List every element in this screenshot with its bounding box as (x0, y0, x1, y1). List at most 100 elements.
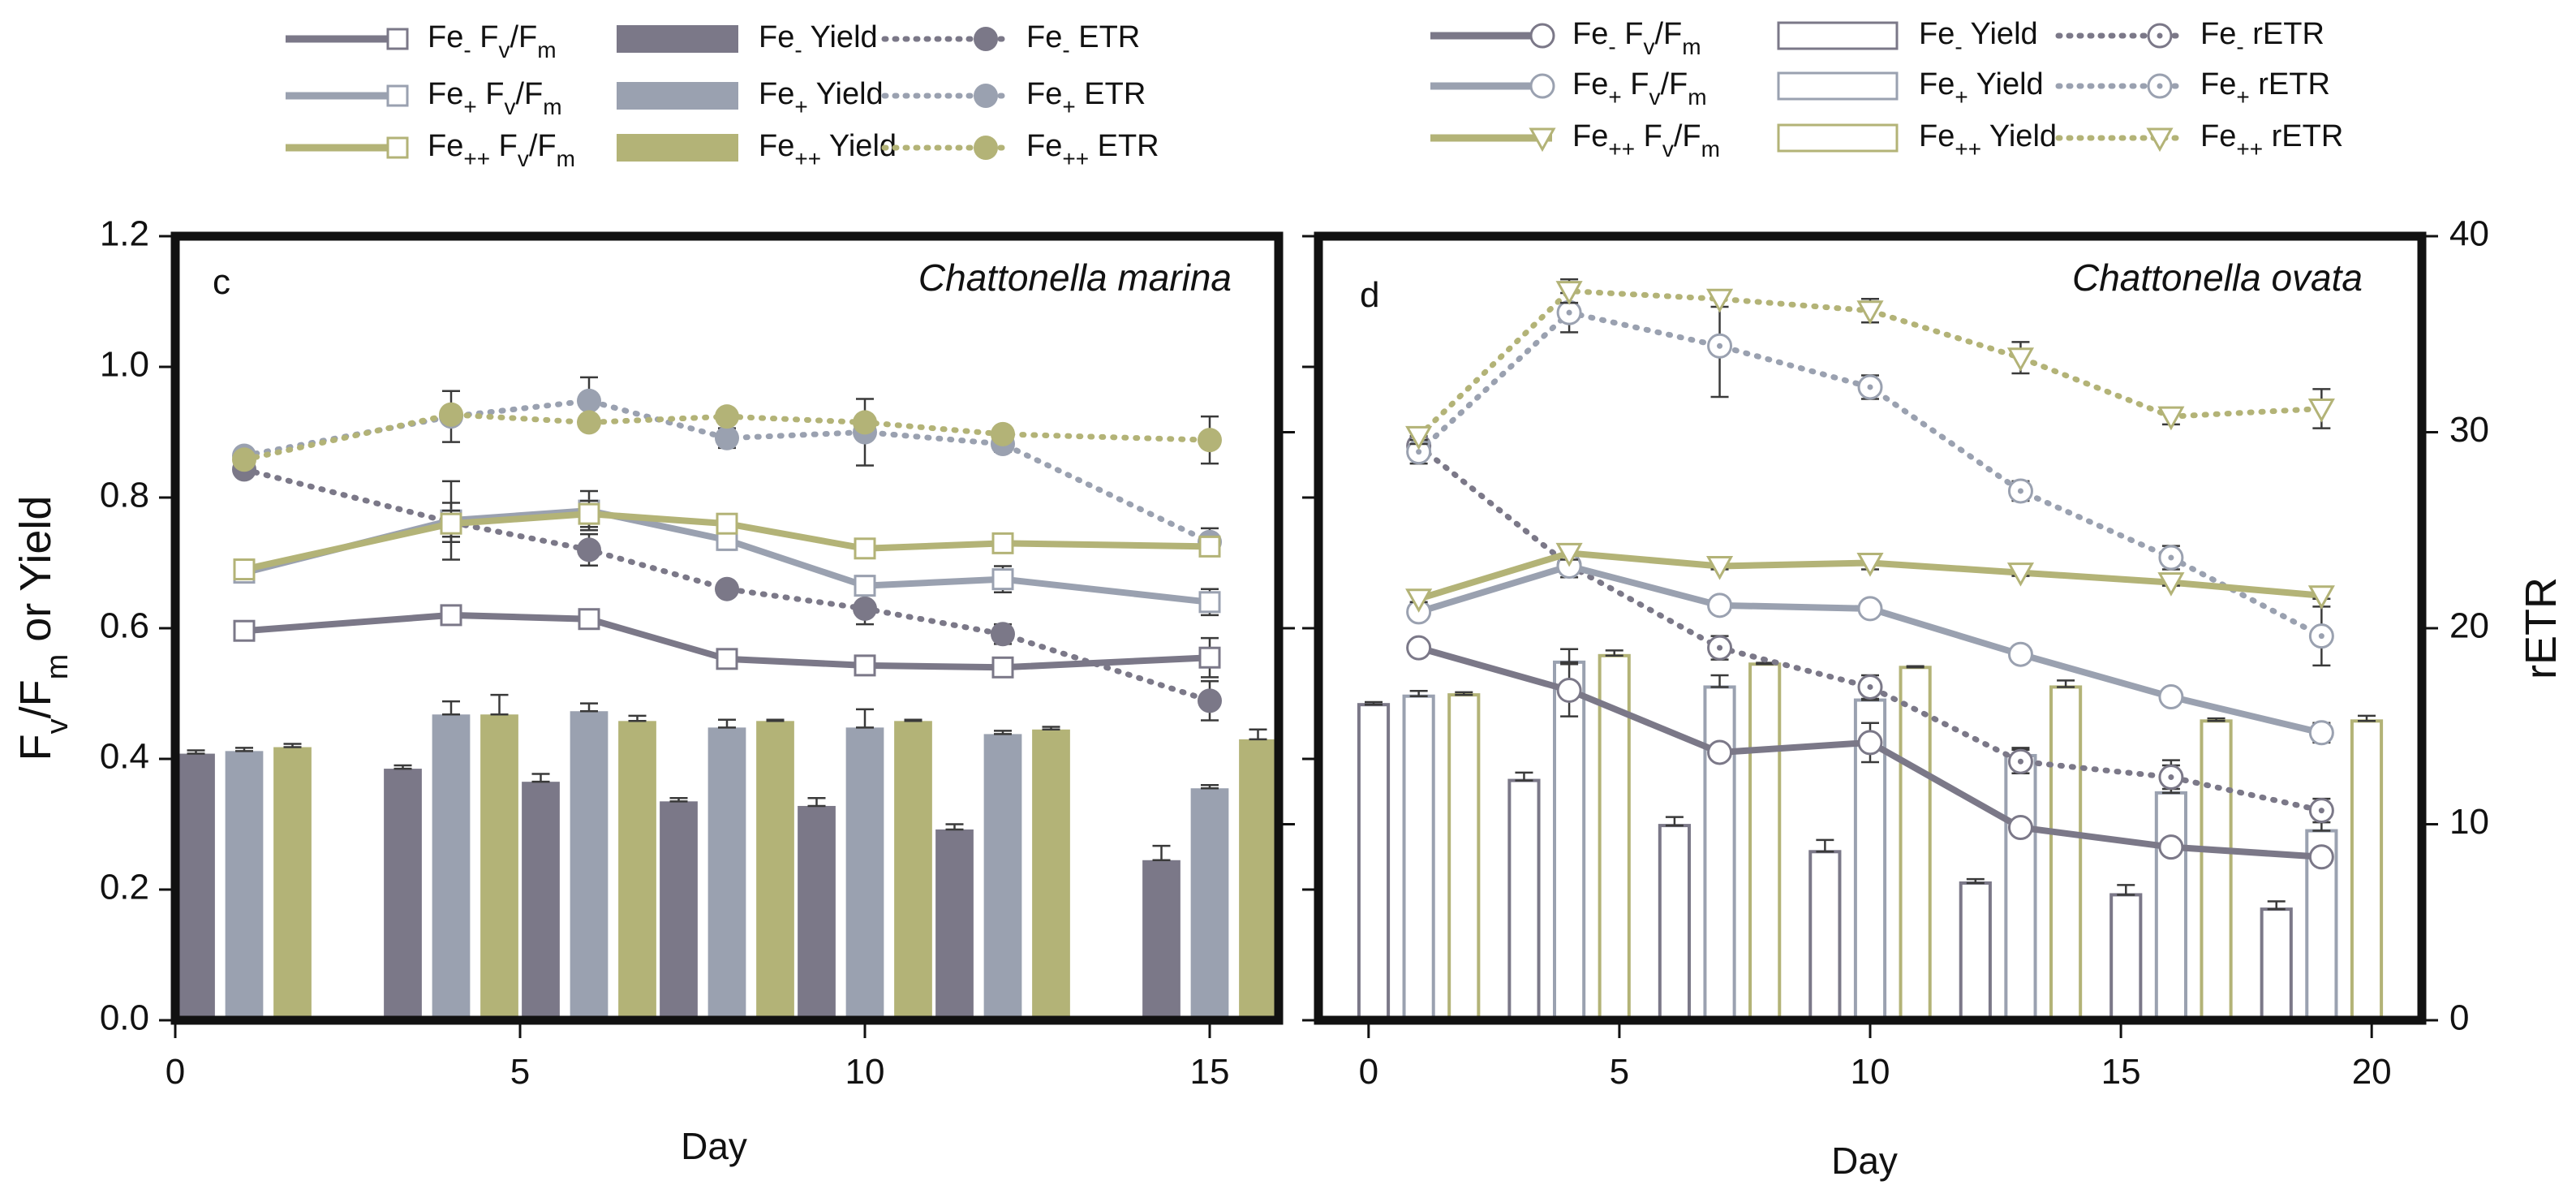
legend-right-entry-6-label-part-2: rETR (2244, 17, 2324, 51)
panel-c-y-tick-label-1: 1.0 (100, 345, 149, 385)
legend-right-entry-3-label-part-1: - (1955, 34, 1962, 59)
panel-c-bar-fe_plus-day-8 (707, 727, 746, 1020)
panel-c-bar-fe_pp-err-1 (283, 743, 302, 748)
panel-d-point-fe_pp-etr-4 (1555, 281, 1583, 305)
panel-d-point-fe_plus-etr-7 (1707, 333, 1733, 359)
panel-c-point-fe_pp-etr-15 (1198, 428, 1222, 453)
panel-d-bar-fe_minus-day-13 (1959, 881, 1992, 1022)
legend-right-entry-0-label-part-5: m (1682, 34, 1701, 59)
legend-right-entry-4-label-part-0: Fe (1919, 67, 1955, 101)
panel-c-plot-area (177, 376, 1277, 1020)
panel-d-bar-fe_minus-err-1 (1365, 700, 1383, 706)
panel-c-bar-fe_plus-err-4 (442, 700, 460, 716)
panel-d-bar-fe_minus-err-7 (1665, 816, 1684, 827)
panel-d-point-fe_minus-fvfm-19 (2308, 844, 2334, 870)
panel-c-bar-fe_pp-day-8 (756, 721, 794, 1020)
panel-d-series-fe_pp-etr (1405, 278, 2335, 450)
legend-left-entry-5-swatch-box (617, 134, 738, 162)
panel-d-point-fe_minus-fvfm-4 (1556, 677, 1582, 703)
panel-c-point-fe_minus-etr-15 (1198, 688, 1222, 713)
y-axis-label-left: Fv/Fm or Yield (11, 496, 75, 761)
panel-c-bar-fe_plus-err-12 (994, 730, 1012, 735)
panel-d-bar-fe_minus-day-1 (1357, 703, 1391, 1022)
panel-c-bar-fe_pp-err-12 (1042, 726, 1060, 731)
panel-d-x-tick-label-10: 10 (1851, 1052, 1890, 1092)
panel-d-bar-fe_pp-err-19 (2358, 714, 2376, 722)
panel-d-bar-fe_minus-err-10 (1816, 838, 1834, 853)
panel-d-bar-fe_minus-day-19 (2260, 907, 2293, 1023)
legend-right-entry-8-label: Fe++ rETR (2200, 119, 2343, 162)
legend-right-entry-2-swatch-marker (1529, 127, 1556, 153)
legend-right-entry-3-swatch (1777, 21, 1899, 50)
legend-left-entry-2-label-part-3: v (518, 146, 529, 171)
legend-right-entry-8-label-part-2: rETR (2263, 119, 2343, 153)
legend-right-entry-7-label: Fe+ rETR (2200, 67, 2330, 110)
panel-d-bar-fe_pp-day-7 (1748, 662, 1782, 1023)
panel-c: 0 5 10 15 0.0 0.2 0.4 0.6 0.8 1.0 1.2 c Chattonell… (100, 214, 1295, 1167)
panel-c-point-fe_pp-fvfm-12 (991, 532, 1014, 554)
panel-c-bar-fe_minus-err-8 (669, 797, 688, 803)
panel-c-bar-fe_plus-day-6 (570, 711, 609, 1020)
legend-right-entry-4-swatch (1777, 71, 1899, 101)
legend-left-entry-8-label: Fe++ ETR (1026, 129, 1159, 171)
panel-c-bar-fe_pp-err-4 (490, 693, 509, 716)
legend-left-entry-3-swatch (617, 25, 738, 53)
panel-d-bar-fe_minus-day-7 (1658, 824, 1692, 1022)
panel-d-axes: 0 5 10 15 20 0 10 20 30 40 (1302, 214, 2489, 1092)
legend-right-entry-8-label-part-0: Fe (2200, 119, 2236, 153)
legend-left-entry-8-swatch (881, 136, 1009, 160)
legend-right-entry-7-swatch (2055, 73, 2183, 99)
panel-c-bar-fe_pp-err-10 (904, 718, 922, 722)
legend-left-entry-6-swatch (881, 27, 1009, 51)
panel-c-bar-fe_pp-day-12 (1032, 729, 1070, 1020)
legend-left-entry-3: Fe- Yield (617, 20, 878, 62)
legend-left-entry-0-label-part-4: /F (510, 20, 537, 54)
legend-left-entry-6-label-part-2: ETR (1070, 20, 1141, 54)
panel-c-bar-fe_plus-day-12 (983, 734, 1022, 1020)
panel-c-point-fe_minus-fvfm-1 (233, 619, 256, 642)
legend-left-entry-3-swatch-box (617, 25, 738, 53)
legend-right-entry-0-label-part-1: - (1608, 34, 1615, 59)
legend-right-entry-4-label: Fe+ Yield (1919, 67, 2044, 110)
legend-left-entry-1-label-part-1: + (463, 94, 476, 119)
legend-right-entry-8: Fe++ rETR (2055, 119, 2343, 162)
panel-c-point-fe_minus-fvfm-15 (1198, 646, 1221, 669)
panel-c-bar-fe_pp-err-15 (1249, 728, 1267, 741)
panel-c-bar-fe_minus-day-8 (660, 801, 698, 1020)
legend-left-entry-1-label: Fe+ Fv/Fm (428, 77, 562, 119)
panel-d-point-fe_pp-fvfm-10 (1856, 553, 1884, 577)
legend-left-entry-4-label: Fe+ Yield (759, 77, 884, 119)
panel-d-series-fe_minus-yield (1357, 700, 2293, 1023)
panel-d-point-fe_plus-fvfm-10 (1857, 596, 1883, 622)
panel-c-bar-fe_minus-err-10 (807, 797, 826, 808)
panel-d-point-fe_pp-fvfm-16 (2157, 572, 2185, 597)
legend-left-entry-4-swatch-box (617, 82, 738, 110)
legend-left-entry-4-label-part-0: Fe (759, 77, 794, 111)
legend-right-entry-5-label: Fe++ Yield (1919, 119, 2057, 162)
panel-d-point-fe_pp-etr-19 (2307, 399, 2335, 423)
legend-left-entry-3-label-part-1: - (794, 37, 802, 62)
legend-right-entry-8-swatch (2055, 127, 2183, 153)
panel-d-bar-fe_plus-err-4 (1560, 648, 1579, 664)
panel-c-bar-fe_pp-day-1 (273, 747, 312, 1020)
panel-c-point-fe_minus-fvfm-10 (854, 654, 876, 677)
panel-c-point-fe_minus-fvfm-12 (991, 656, 1014, 679)
panel-d-point-fe_pp-etr-1 (1405, 425, 1433, 450)
panel-d-bar-fe_plus-day-16 (2154, 791, 2187, 1022)
legend-right-entry-1-swatch-marker (1529, 73, 1555, 99)
panel-d-point-fe_plus-etr-13 (2007, 478, 2033, 504)
legend-left-entry-4-swatch (617, 82, 738, 110)
panel-c-point-fe_plus-fvfm-10 (854, 575, 876, 597)
legend-left-entry-1-label-part-3: v (505, 94, 516, 119)
panel-d-point-fe_plus-etr-19-center (2318, 633, 2324, 640)
legend-right-entry-3-swatch-box (1777, 21, 1899, 50)
panel-c-point-fe_pp-etr-8 (715, 404, 739, 429)
panel-c-bar-fe_minus-err-4 (393, 764, 412, 770)
panel-d-point-fe_minus-etr-7 (1707, 635, 1733, 661)
panel-c-point-fe_pp-etr-12 (991, 421, 1015, 446)
panel-d-bar-fe_minus-err-13 (1966, 877, 1985, 885)
legend-right-entry-6-swatch-marker (2147, 23, 2173, 49)
legend-left-entry-2-swatch-marker (386, 136, 409, 159)
legend-right-entry-5-label-part-2: Yield (1981, 119, 2057, 153)
